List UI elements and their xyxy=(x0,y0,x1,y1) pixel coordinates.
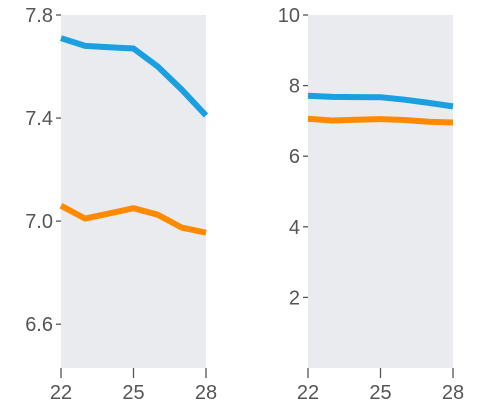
y-tick-label: 7.8 xyxy=(25,5,53,27)
series-line-1 xyxy=(60,35,209,118)
y-tick-label: 4 xyxy=(289,217,300,239)
y-tick-label: 10 xyxy=(278,5,300,27)
y-tick-label: 2 xyxy=(289,287,300,309)
x-axis-right: 22 25 28 xyxy=(297,368,464,404)
x-tick-label: 28 xyxy=(442,382,464,404)
series-line-2 xyxy=(307,115,454,126)
y-tick-label: 6.6 xyxy=(25,314,53,336)
x-axis-left: 22 25 28 xyxy=(50,368,217,404)
series-lines-left xyxy=(59,35,209,236)
series-lines-right xyxy=(307,92,454,126)
x-tick-label: 25 xyxy=(369,382,391,404)
series-line-1 xyxy=(307,92,454,110)
y-tick-label: 6 xyxy=(289,146,300,168)
y-tick-label: 8 xyxy=(289,76,300,98)
x-tick-label: 22 xyxy=(50,382,72,404)
y-axis-left: 6.6 7.0 7.4 7.8 xyxy=(25,5,61,336)
x-tick-label: 25 xyxy=(122,382,144,404)
plot-area-right xyxy=(308,15,453,368)
panel-left: 6.6 7.0 7.4 7.8 22 25 28 xyxy=(25,5,217,404)
y-tick-label: 7.0 xyxy=(25,211,53,233)
panel-right: 2 4 6 8 10 22 25 28 xyxy=(278,5,464,404)
plot-area-left xyxy=(61,15,206,368)
x-tick-label: 22 xyxy=(297,382,319,404)
y-axis-right: 2 4 6 8 10 xyxy=(278,5,308,309)
series-line-2 xyxy=(59,203,207,236)
y-tick-label: 7.4 xyxy=(25,108,53,130)
x-tick-label: 28 xyxy=(195,382,217,404)
